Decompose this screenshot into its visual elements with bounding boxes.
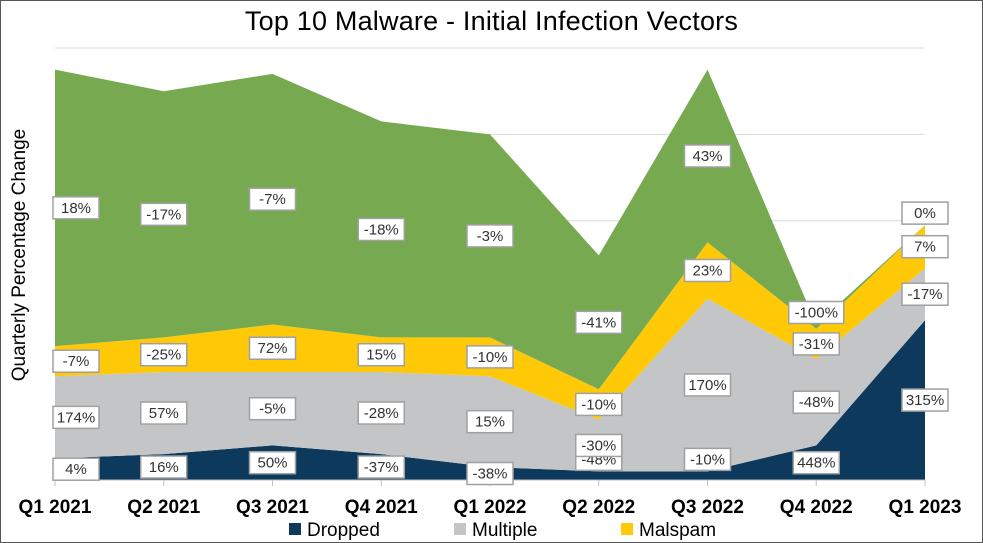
x-tick-label: Q4 2022 <box>780 497 853 518</box>
data-label-other: -18% <box>357 217 405 242</box>
svg-text:-25%: -25% <box>146 347 181 364</box>
data-label-multiple: -17% <box>901 282 949 306</box>
x-tick-label: Q1 2021 <box>19 497 92 518</box>
svg-text:-10%: -10% <box>581 396 616 413</box>
data-label-malspam: 72% <box>248 336 297 360</box>
svg-text:-100%: -100% <box>795 304 838 321</box>
data-label-malspam: -25% <box>140 342 188 367</box>
data-label-other: 18% <box>52 196 100 220</box>
data-label-malspam: 15% <box>357 342 405 367</box>
data-label-multiple: -5% <box>248 396 297 421</box>
x-tick-label: Q3 2022 <box>671 497 744 518</box>
svg-text:-5%: -5% <box>259 401 286 418</box>
svg-text:-31%: -31% <box>799 336 834 353</box>
data-label-dropped: -38% <box>466 461 514 486</box>
svg-text:23%: 23% <box>692 262 722 279</box>
svg-text:-10%: -10% <box>690 451 725 468</box>
data-label-malspam: -10% <box>575 392 623 417</box>
data-label-other: 0% <box>901 201 949 225</box>
legend-item-multiple: Multiple <box>454 520 537 542</box>
x-tick-label: Q4 2021 <box>345 497 418 518</box>
legend-swatch <box>289 523 301 535</box>
svg-text:-10%: -10% <box>472 349 507 366</box>
data-label-malspam: 23% <box>683 258 732 283</box>
svg-text:50%: 50% <box>257 455 287 472</box>
svg-text:43%: 43% <box>692 148 722 165</box>
legend-item-dropped: Dropped <box>289 520 380 542</box>
x-tick-label: Q3 2021 <box>236 497 309 518</box>
data-label-dropped: 4% <box>52 457 100 481</box>
svg-text:15%: 15% <box>475 414 505 431</box>
svg-text:16%: 16% <box>149 459 179 476</box>
area-multiple <box>55 268 925 472</box>
data-label-multiple: 57% <box>140 401 188 425</box>
svg-text:-37%: -37% <box>364 459 399 476</box>
svg-text:-3%: -3% <box>477 228 504 245</box>
data-label-malspam: -31% <box>792 332 840 356</box>
svg-text:170%: 170% <box>688 377 726 394</box>
data-label-dropped: 315% <box>901 388 949 412</box>
x-tick-label: Q1 2022 <box>454 497 527 518</box>
svg-text:174%: 174% <box>57 409 95 426</box>
svg-text:-41%: -41% <box>581 314 616 331</box>
legend: Dropped Multiple Malspam <box>0 518 983 543</box>
legend-label: Dropped <box>307 520 380 541</box>
svg-text:-7%: -7% <box>63 353 90 370</box>
data-label-multiple: -28% <box>357 401 405 425</box>
data-label-multiple: 170% <box>683 373 732 397</box>
data-label-other: -41% <box>575 310 623 335</box>
svg-text:4%: 4% <box>65 461 87 478</box>
svg-text:-17%: -17% <box>146 206 181 223</box>
data-label-dropped: -10% <box>683 447 732 472</box>
data-labels: 4% 16% 50% -37% -38% -48% -10% 448% 315% 174% 57% -… <box>52 144 949 486</box>
data-label-dropped: 16% <box>140 455 188 479</box>
legend-item-malspam: Malspam <box>621 520 716 542</box>
svg-text:448%: 448% <box>797 455 835 472</box>
svg-text:0%: 0% <box>914 205 936 222</box>
data-label-multiple: 174% <box>52 405 100 430</box>
svg-text:-38%: -38% <box>472 466 507 483</box>
data-label-multiple: 15% <box>466 409 514 434</box>
x-tick-label: Q2 2021 <box>127 497 200 518</box>
svg-text:72%: 72% <box>257 340 287 357</box>
legend-label: Multiple <box>472 520 538 541</box>
svg-text:-7%: -7% <box>259 191 286 208</box>
data-label-other: -3% <box>466 224 514 248</box>
x-axis: Q1 2021 Q2 2021 Q3 2021 Q4 2021 Q1 2022 Q2 20… <box>19 479 962 518</box>
data-label-multiple: -48% <box>792 390 840 414</box>
x-tick-label: Q2 2022 <box>562 497 635 518</box>
legend-swatch <box>621 523 633 535</box>
svg-text:7%: 7% <box>914 239 936 256</box>
svg-text:15%: 15% <box>366 347 396 364</box>
data-label-multiple: -30% <box>575 433 623 458</box>
data-label-malspam: 7% <box>901 234 949 259</box>
svg-text:315%: 315% <box>906 392 944 409</box>
svg-text:-30%: -30% <box>581 437 616 454</box>
data-label-other: 43% <box>683 144 732 168</box>
svg-text:-18%: -18% <box>364 221 399 238</box>
x-tick-label: Q1 2023 <box>889 497 962 518</box>
data-label-dropped: 448% <box>792 450 840 475</box>
data-label-malspam: -10% <box>466 345 514 369</box>
svg-text:-17%: -17% <box>907 286 942 303</box>
data-label-other: -7% <box>248 187 297 211</box>
svg-text:57%: 57% <box>149 405 179 422</box>
data-label-dropped: 50% <box>248 450 297 475</box>
data-label-other: -100% <box>788 300 845 325</box>
data-label-malspam: -7% <box>52 349 100 373</box>
data-label-dropped: -37% <box>357 455 405 479</box>
data-label-other: -17% <box>140 202 188 227</box>
legend-swatch <box>454 523 466 535</box>
chart-title: Top 10 Malware - Initial Infection Vecto… <box>244 6 739 36</box>
svg-text:18%: 18% <box>61 200 91 217</box>
legend-label: Malspam <box>639 520 717 541</box>
svg-text:-28%: -28% <box>364 405 399 422</box>
svg-text:-48%: -48% <box>799 394 834 411</box>
